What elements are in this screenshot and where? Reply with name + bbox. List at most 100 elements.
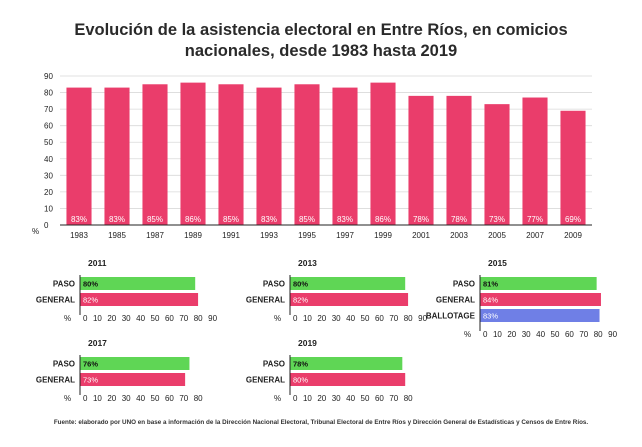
x-tick-label: 90 <box>208 314 217 323</box>
x-tick-label: 0 <box>83 394 88 403</box>
x-tick-label: 10 <box>93 394 102 403</box>
bar-data-label: 78% <box>413 215 429 224</box>
bar-data-label: 81% <box>483 280 498 289</box>
x-tick-label: 80 <box>194 394 203 403</box>
bar-data-label: 78% <box>451 215 467 224</box>
x-tick-label: 40 <box>346 314 355 323</box>
x-tick-label: 90 <box>418 314 427 323</box>
bar <box>80 277 196 290</box>
x-tick-label: 2001 <box>412 231 430 240</box>
bar-data-label: 73% <box>83 376 98 385</box>
x-tick-label: 1995 <box>298 231 316 240</box>
bar-data-label: 80% <box>83 280 98 289</box>
y-tick-label: 30 <box>44 171 53 180</box>
bar-data-label: 76% <box>83 360 98 369</box>
x-tick-label: 80 <box>404 394 413 403</box>
bar <box>104 87 130 225</box>
bar <box>80 373 186 386</box>
bar-data-label: 82% <box>83 296 98 305</box>
x-tick-label: 30 <box>122 314 131 323</box>
chart-2011: 2011 PASO 80% GENERAL 82%% 0 10 20 30 40 50 60 70 80 9… <box>36 258 218 323</box>
x-tick-label: 40 <box>536 330 545 339</box>
y-tick-label: 50 <box>44 138 53 147</box>
category-label: PASO <box>263 360 285 369</box>
x-tick-label: 80 <box>404 314 413 323</box>
y-tick-label: 60 <box>44 122 53 131</box>
bar <box>522 97 548 225</box>
x-axis-label: % <box>464 330 471 339</box>
x-axis-label: % <box>274 314 281 323</box>
x-tick-label: 90 <box>608 330 617 339</box>
bar-data-label: 85% <box>223 215 239 224</box>
x-tick-label: 0 <box>483 330 488 339</box>
bar-data-label: 83% <box>261 215 277 224</box>
y-tick-label: 0 <box>44 221 49 230</box>
mini-chart-title: 2017 <box>88 338 107 348</box>
bar <box>80 293 199 306</box>
x-tick-label: 40 <box>136 394 145 403</box>
bar <box>332 87 358 225</box>
x-tick-label: 70 <box>389 394 398 403</box>
chart-2019: 2019 PASO 78% GENERAL 80%% 0 10 20 30 40 50 60 70 80 <box>246 338 413 403</box>
x-tick-label: 10 <box>303 394 312 403</box>
x-tick-label: 1993 <box>260 231 278 240</box>
x-tick-label: 20 <box>317 394 326 403</box>
bar-data-label: 80% <box>293 280 308 289</box>
mini-chart-title: 2011 <box>88 258 107 268</box>
bar-data-label: 69% <box>565 215 581 224</box>
category-label: BALLOTAGE <box>426 312 476 321</box>
bar <box>480 293 601 306</box>
x-tick-label: 2003 <box>450 231 468 240</box>
bar-data-label: 82% <box>293 296 308 305</box>
x-tick-label: 2005 <box>488 231 506 240</box>
x-tick-label: 1997 <box>336 231 354 240</box>
x-tick-label: 2009 <box>564 231 582 240</box>
x-tick-label: 70 <box>579 330 588 339</box>
x-tick-label: 20 <box>507 330 516 339</box>
x-tick-label: 70 <box>179 314 188 323</box>
bar <box>484 104 510 225</box>
bar <box>290 373 406 386</box>
x-tick-label: 1991 <box>222 231 240 240</box>
bar <box>256 87 282 225</box>
bar-data-label: 83% <box>483 312 498 321</box>
x-tick-label: 50 <box>151 394 160 403</box>
x-tick-label: 1989 <box>184 231 202 240</box>
category-label: GENERAL <box>36 376 75 385</box>
x-tick-label: 40 <box>136 314 145 323</box>
bar <box>66 87 92 225</box>
bar-data-label: 83% <box>109 215 125 224</box>
mini-chart-title: 2013 <box>298 258 317 268</box>
x-tick-label: 50 <box>361 394 370 403</box>
bar-data-label: 85% <box>147 215 163 224</box>
bar <box>290 357 403 370</box>
x-tick-label: 20 <box>317 314 326 323</box>
y-tick-label: 40 <box>44 155 53 164</box>
x-tick-label: 30 <box>122 394 131 403</box>
x-tick-label: 10 <box>493 330 502 339</box>
bar-data-label: 84% <box>483 296 498 305</box>
y-tick-label: 70 <box>44 105 53 114</box>
x-axis-label: % <box>64 394 71 403</box>
x-tick-label: 60 <box>165 394 174 403</box>
x-tick-label: 60 <box>165 314 174 323</box>
x-tick-label: 50 <box>361 314 370 323</box>
x-tick-label: 60 <box>375 394 384 403</box>
category-label: GENERAL <box>36 296 75 305</box>
bar <box>480 309 600 322</box>
bar <box>370 82 396 225</box>
x-tick-label: 50 <box>151 314 160 323</box>
x-tick-label: 70 <box>179 394 188 403</box>
bar <box>560 110 586 225</box>
x-tick-label: 80 <box>594 330 603 339</box>
x-tick-label: 60 <box>375 314 384 323</box>
bar-data-label: 78% <box>293 360 308 369</box>
x-tick-label: 0 <box>293 314 298 323</box>
category-label: PASO <box>53 360 75 369</box>
category-label: GENERAL <box>246 296 285 305</box>
chart-title: Evolución de la asistencia electoral en … <box>74 21 568 60</box>
mini-chart-title: 2015 <box>488 258 507 268</box>
x-tick-label: 1985 <box>108 231 126 240</box>
x-axis-label: % <box>274 394 281 403</box>
y-tick-label: 10 <box>44 204 53 213</box>
